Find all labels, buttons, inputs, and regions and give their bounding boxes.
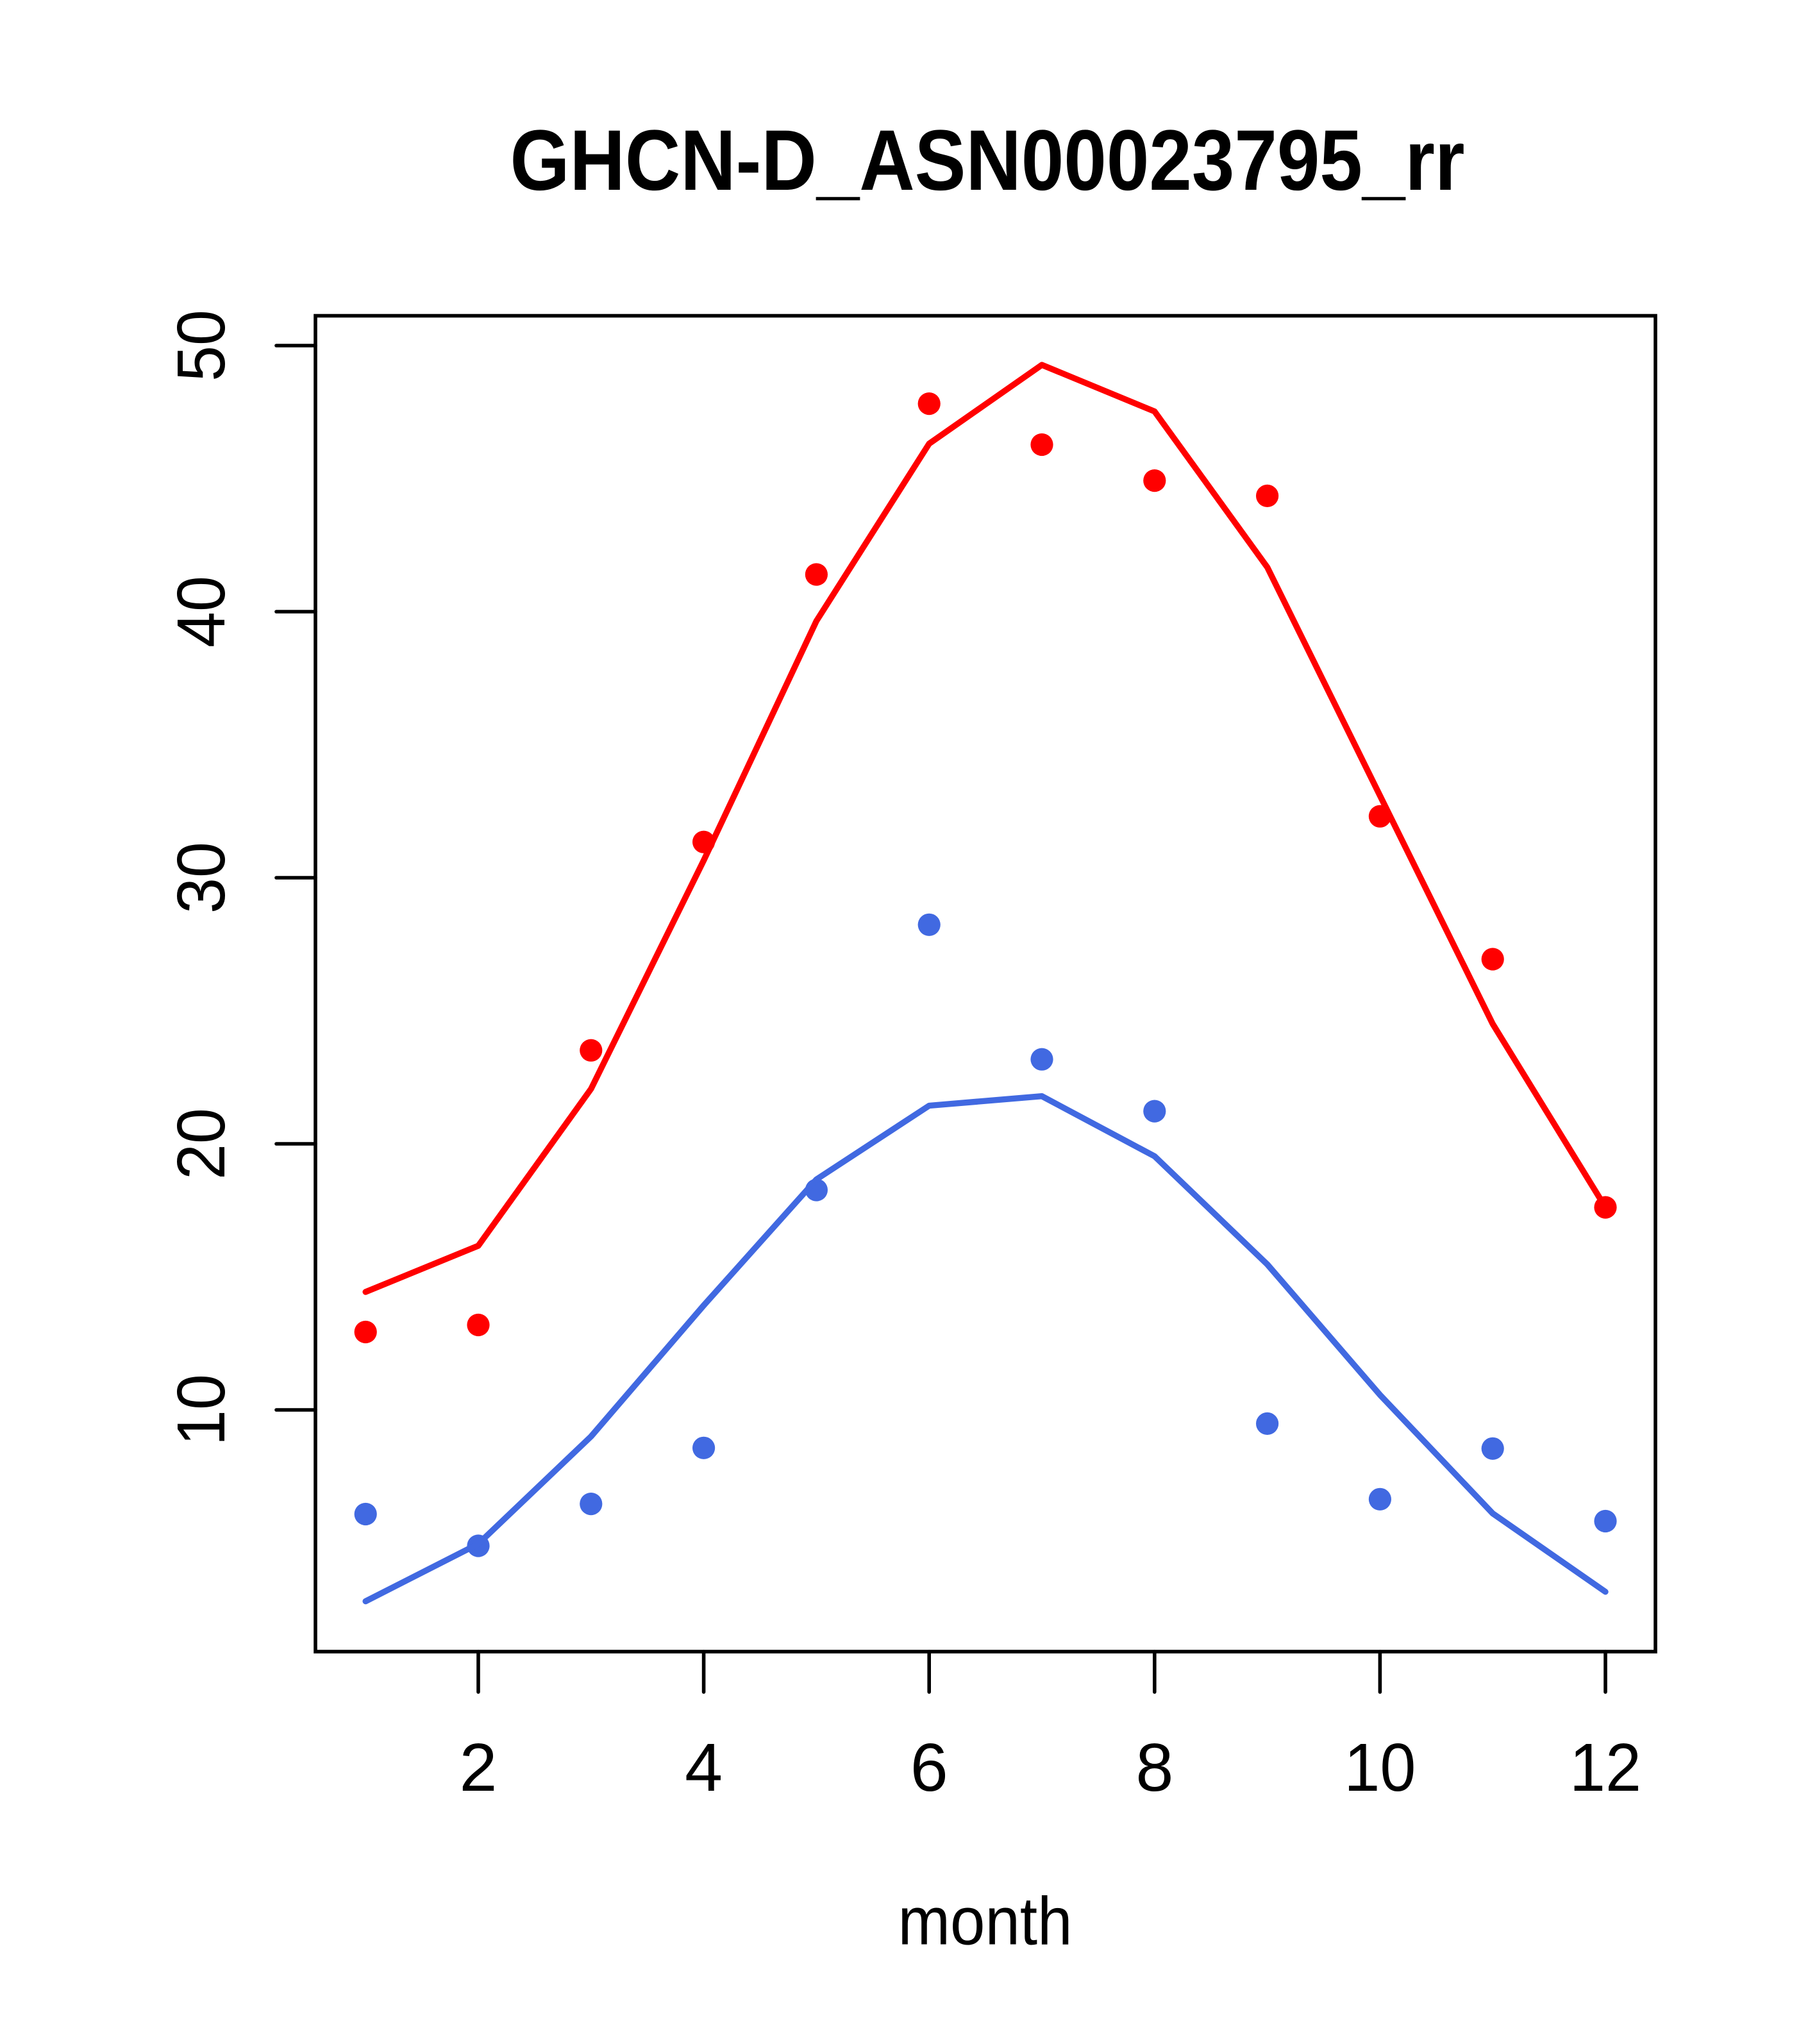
svg-text:month: month xyxy=(898,1884,1073,1959)
svg-text:30: 30 xyxy=(163,842,239,914)
svg-text:2: 2 xyxy=(460,1730,498,1805)
svg-text:40: 40 xyxy=(163,576,239,648)
svg-text:50: 50 xyxy=(163,310,239,381)
svg-text:8: 8 xyxy=(1135,1730,1173,1805)
svg-text:12: 12 xyxy=(1570,1730,1641,1805)
svg-text:10: 10 xyxy=(1344,1730,1416,1805)
svg-text:GHCN-D_ASN00023795_rr: GHCN-D_ASN00023795_rr xyxy=(510,113,1465,208)
svg-text:6: 6 xyxy=(910,1730,948,1805)
svg-text:20: 20 xyxy=(163,1108,239,1180)
svg-text:4: 4 xyxy=(685,1730,723,1805)
svg-text:10: 10 xyxy=(163,1374,239,1446)
